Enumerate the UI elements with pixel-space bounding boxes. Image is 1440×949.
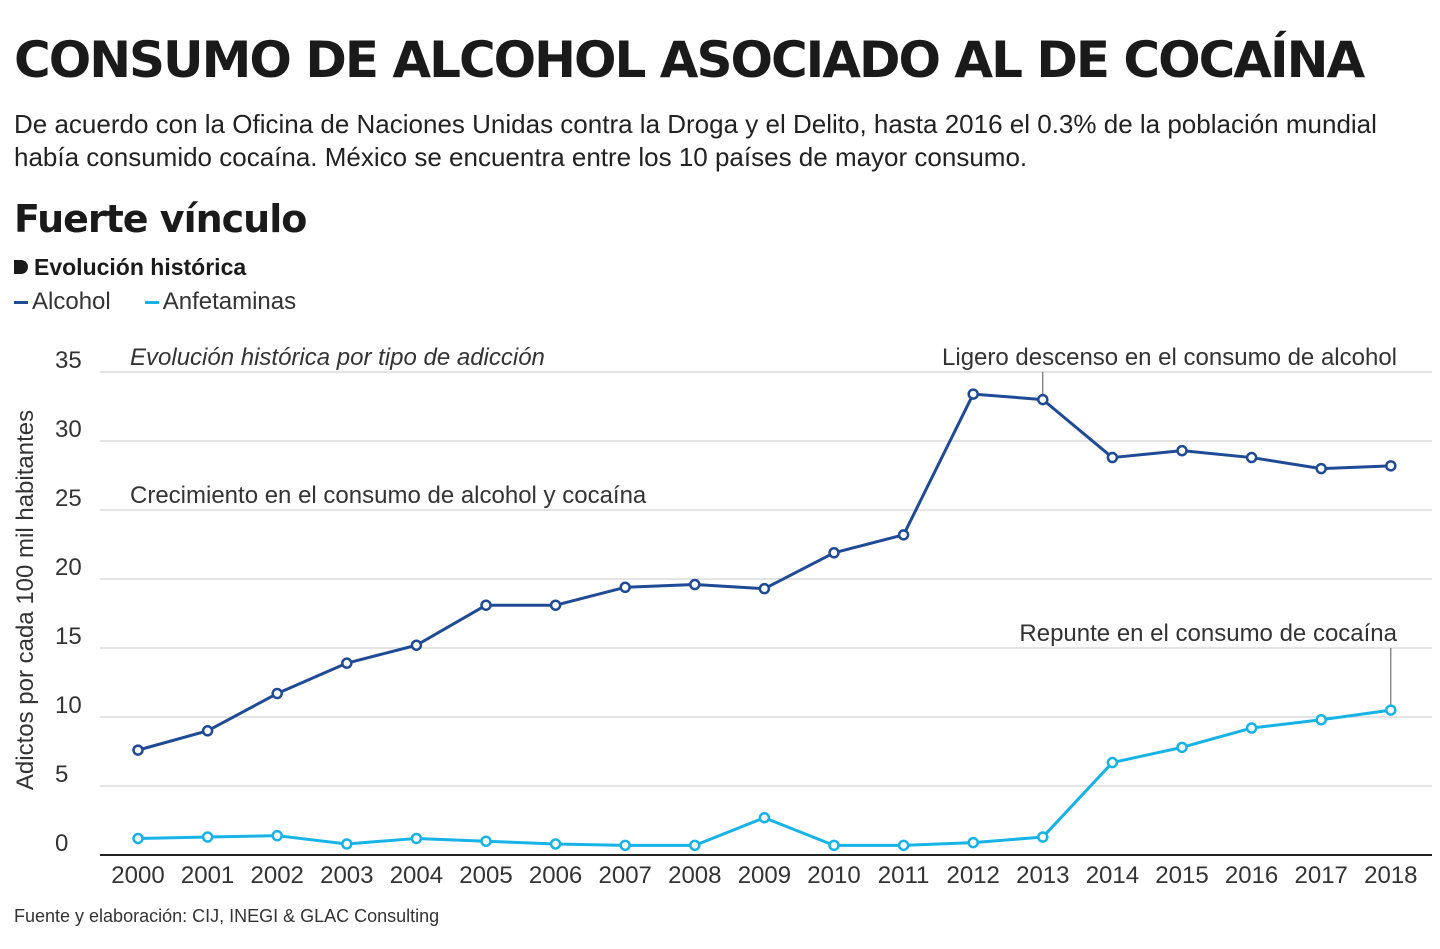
data-point-anfetaminas xyxy=(271,829,283,842)
x-tick-label: 2017 xyxy=(1295,862,1348,889)
x-tick-label: 2015 xyxy=(1155,862,1208,889)
chart-annotation: Crecimiento en el consumo de alcohol y c… xyxy=(130,482,647,509)
data-point-anfetaminas xyxy=(201,831,214,843)
data-point-anfetaminas xyxy=(1176,741,1188,754)
data-point-anfetaminas xyxy=(549,838,562,850)
data-point-anfetaminas xyxy=(1037,831,1049,843)
x-tick-label: 2000 xyxy=(111,862,164,889)
data-point-alcohol xyxy=(271,687,283,700)
data-point-alcohol xyxy=(201,725,214,737)
data-point-anfetaminas xyxy=(1385,704,1397,716)
x-tick-label: 2004 xyxy=(390,862,443,889)
y-tick-label: 10 xyxy=(55,692,82,719)
legend-item-anfetaminas: Anfetaminas xyxy=(144,288,297,316)
legend-label-anfetaminas: Anfetaminas xyxy=(162,288,297,315)
x-tick-label: 2006 xyxy=(529,862,582,889)
x-tick-label: 2012 xyxy=(947,862,1000,889)
section-label: Evolución histórica xyxy=(14,253,246,281)
data-point-alcohol xyxy=(132,744,144,756)
data-point-anfetaminas xyxy=(1315,714,1327,726)
page-subtitle: De acuerdo con la Oficina de Naciones Un… xyxy=(14,109,1377,172)
data-point-anfetaminas xyxy=(619,839,631,852)
data-point-alcohol xyxy=(967,388,979,400)
data-point-anfetaminas xyxy=(341,838,353,850)
legend-item-alcohol: Alcohol xyxy=(14,288,111,316)
chart-annotation: Ligero descenso en el consumo de alcohol xyxy=(942,344,1397,371)
data-point-alcohol xyxy=(897,529,910,541)
y-tick-label: 25 xyxy=(55,485,82,512)
y-axis-label: Adictos por cada 100 mil habitantes xyxy=(12,410,39,790)
series-line-anfetaminas xyxy=(137,708,1392,847)
x-tick-label: 2001 xyxy=(181,862,234,889)
x-tick-label: 2010 xyxy=(807,862,860,889)
data-point-alcohol xyxy=(1315,462,1327,475)
chart-inner-title: Evolución histórica por tipo de adicción xyxy=(130,344,545,371)
x-tick-label: 2007 xyxy=(599,862,652,889)
data-point-anfetaminas xyxy=(689,839,701,852)
data-point-alcohol xyxy=(1176,444,1188,457)
x-tick-label: 2014 xyxy=(1086,862,1139,889)
x-tick-label: 2009 xyxy=(738,862,791,889)
x-tick-label: 2008 xyxy=(668,862,721,889)
data-point-alcohol xyxy=(1106,451,1119,464)
data-point-alcohol xyxy=(410,639,423,651)
y-tick-label: 35 xyxy=(55,347,82,374)
y-tick-label: 5 xyxy=(55,761,68,788)
section-label-text: Evolución histórica xyxy=(34,254,247,280)
y-tick-label: 15 xyxy=(55,623,82,650)
data-point-anfetaminas xyxy=(967,836,979,849)
data-point-alcohol xyxy=(758,582,771,595)
data-point-alcohol xyxy=(689,578,701,591)
data-point-anfetaminas xyxy=(480,835,492,847)
legend-swatch-alcohol xyxy=(14,300,28,304)
data-point-anfetaminas xyxy=(132,832,144,845)
data-point-anfetaminas xyxy=(758,811,771,824)
data-point-anfetaminas xyxy=(897,839,910,852)
data-point-alcohol xyxy=(1385,460,1397,472)
x-tick-label: 2016 xyxy=(1225,862,1278,889)
y-tick-label: 20 xyxy=(55,554,82,581)
data-point-alcohol xyxy=(1037,393,1049,406)
legend-label-alcohol: Alcohol xyxy=(32,288,111,315)
data-point-anfetaminas xyxy=(828,839,840,852)
data-point-anfetaminas xyxy=(1245,722,1258,734)
data-point-alcohol xyxy=(828,547,840,559)
data-point-alcohol xyxy=(1245,451,1258,464)
section-title: Fuerte vínculo xyxy=(14,197,307,241)
data-point-alcohol xyxy=(480,599,492,611)
data-point-alcohol xyxy=(341,657,353,669)
page-title: CONSUMO DE ALCOHOL ASOCIADO AL DE COCAÍN… xyxy=(14,31,1365,89)
x-tick-label: 2018 xyxy=(1364,862,1417,889)
chart-legend: Alcohol Anfetaminas xyxy=(14,288,296,316)
series-line-alcohol xyxy=(137,392,1391,752)
bullet-marker-icon xyxy=(14,260,28,274)
source-note: Fuente y elaboración: CIJ, INEGI & GLAC … xyxy=(14,906,440,926)
data-point-alcohol xyxy=(549,599,562,611)
y-tick-label: 0 xyxy=(55,830,68,857)
data-point-alcohol xyxy=(619,581,631,594)
y-tick-label: 30 xyxy=(55,416,82,443)
data-point-anfetaminas xyxy=(410,832,423,845)
x-tick-label: 2003 xyxy=(320,862,373,889)
legend-swatch-anfetaminas xyxy=(144,300,159,304)
x-tick-label: 2013 xyxy=(1016,862,1069,889)
x-tick-label: 2011 xyxy=(878,862,930,889)
x-tick-label: 2002 xyxy=(251,862,304,889)
x-tick-label: 2005 xyxy=(459,862,512,889)
data-point-anfetaminas xyxy=(1106,756,1119,769)
chart-annotation: Repunte en el consumo de cocaína xyxy=(1019,620,1397,647)
